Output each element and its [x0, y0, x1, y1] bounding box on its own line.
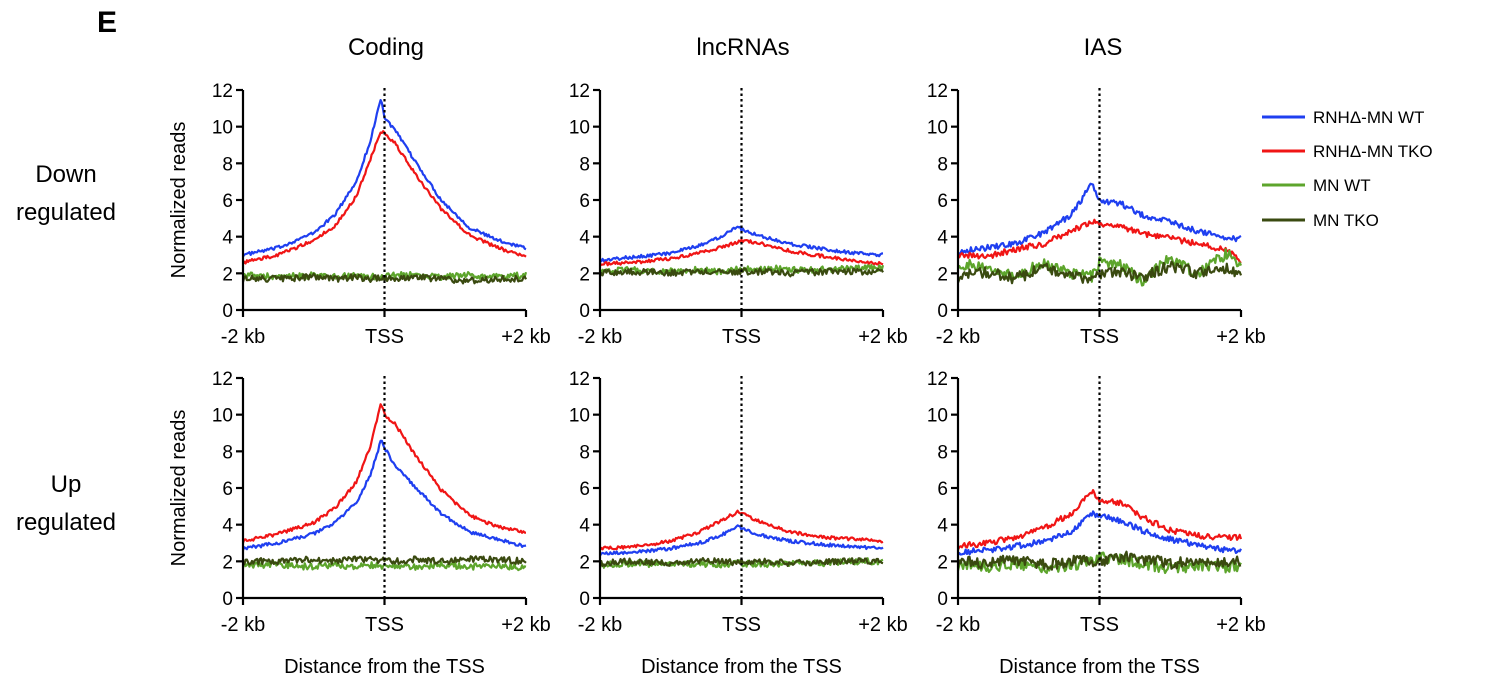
panel-up-regulated-ias-y-tick-label-0: 0: [937, 589, 948, 610]
panel-down-regulated-coding-y-tick-label-2: 2: [222, 264, 233, 285]
panel-up-regulated-ias-x-tick-label-1: TSS: [1080, 614, 1119, 636]
panel-down-regulated-coding-x-tick-label-1: TSS: [365, 326, 404, 348]
panel-up-regulated-coding-x-tick-label-1: TSS: [365, 614, 404, 636]
panel-up-regulated-ias: 0 2 4 6 8 10 12 -2 kb TSS +2 kb Distance from the …: [927, 369, 1266, 678]
panel-up-regulated-lncrnas-y-tick-label-8: 8: [579, 442, 590, 463]
panel-up-regulated-lncrnas-x-tick-label-1: TSS: [722, 614, 761, 636]
panel-down-regulated-lncrnas-y-tick-label-0: 0: [579, 301, 590, 322]
chart-panels: 0 2 4 6 8 10 12 -2 kb TSS +2 kb Normalized reads 0 2…: [168, 81, 1266, 678]
legend-label-rnh-wt: RNHΔ-MN WT: [1313, 108, 1424, 127]
panel-down-regulated-coding: 0 2 4 6 8 10 12 -2 kb TSS +2 kb Normalized reads: [168, 81, 551, 348]
panel-up-regulated-coding-y-axis-title: Normalized reads: [168, 410, 190, 567]
panel-letter: E: [97, 6, 117, 39]
panel-down-regulated-ias-x-tick-label-0: -2 kb: [936, 326, 980, 348]
panel-down-regulated-coding-y-axis-title: Normalized reads: [168, 122, 190, 279]
panel-up-regulated-lncrnas: 0 2 4 6 8 10 12 -2 kb TSS +2 kb Distance from the …: [569, 369, 908, 678]
panel-down-regulated-lncrnas: 0 2 4 6 8 10 12 -2 kb TSS +2 kb: [569, 81, 908, 348]
legend-label-mn-wt: MN WT: [1313, 176, 1371, 195]
panel-up-regulated-lncrnas-series-rnh-mn-tko: [599, 509, 884, 551]
panel-down-regulated-lncrnas-y-tick-label-2: 2: [579, 264, 590, 285]
panel-up-regulated-ias-series-mn-tko: [956, 550, 1242, 571]
panel-down-regulated-lncrnas-x-tick-label-0: -2 kb: [578, 326, 622, 348]
panel-up-regulated-lncrnas-x-axis-title: Distance from the TSS: [641, 656, 842, 678]
panel-down-regulated-lncrnas-x-tick-label-1: TSS: [722, 326, 761, 348]
column-title-ias: IAS: [1084, 34, 1123, 61]
panel-down-regulated-ias-y-tick-label-0: 0: [937, 301, 948, 322]
panel-up-regulated-coding-series-mn-tko: [242, 555, 527, 566]
panel-down-regulated-ias-y-tick-label-2: 2: [937, 264, 948, 285]
panel-down-regulated-coding-y-tick-label-8: 8: [222, 154, 233, 175]
panel-down-regulated-ias-series-mn-tko: [956, 260, 1243, 285]
panel-up-regulated-ias-x-tick-label-2: +2 kb: [1216, 614, 1265, 636]
panel-down-regulated-coding-y-tick-label-10: 10: [212, 118, 233, 139]
legend-label-rnh-tko: RNHΔ-MN TKO: [1313, 142, 1433, 161]
panel-up-regulated-lncrnas-y-tick-label-0: 0: [579, 589, 590, 610]
panel-down-regulated-lncrnas-y-tick-label-6: 6: [579, 191, 590, 212]
panel-up-regulated-coding: 0 2 4 6 8 10 12 -2 kb TSS +2 kb Normalized reads Di…: [168, 369, 551, 678]
panel-up-regulated-ias-y-tick-label-10: 10: [927, 406, 948, 427]
panel-up-regulated-lncrnas-y-tick-label-12: 12: [569, 369, 590, 390]
panel-down-regulated-coding-x-tick-label-2: +2 kb: [501, 326, 550, 348]
panel-down-regulated-coding-y-tick-label-12: 12: [212, 81, 233, 102]
legend-label-mn-tko: MN TKO: [1313, 211, 1379, 230]
panel-up-regulated-coding-y-tick-label-10: 10: [212, 406, 233, 427]
panel-up-regulated-ias-y-tick-label-2: 2: [937, 552, 948, 573]
panel-up-regulated-ias-y-tick-label-12: 12: [927, 369, 948, 390]
panel-down-regulated-ias-y-tick-label-4: 4: [937, 228, 948, 249]
panel-up-regulated-lncrnas-y-tick-label-6: 6: [579, 479, 590, 500]
row-title-down-line1: Down: [35, 161, 96, 188]
panel-up-regulated-ias-y-tick-label-8: 8: [937, 442, 948, 463]
panel-down-regulated-coding-y-tick-label-4: 4: [222, 228, 233, 249]
panel-down-regulated-ias-y-tick-label-6: 6: [937, 191, 948, 212]
panel-down-regulated-coding-y-tick-label-0: 0: [222, 301, 233, 322]
panel-down-regulated-ias-y-tick-label-8: 8: [937, 154, 948, 175]
panel-up-regulated-lncrnas-x-tick-label-2: +2 kb: [858, 614, 907, 636]
panel-up-regulated-ias-series-rnh-mn-tko: [957, 489, 1243, 551]
panel-up-regulated-lncrnas-series-rnh-mn-wt: [599, 524, 884, 557]
panel-up-regulated-coding-series-rnh-mn-tko: [241, 403, 526, 544]
panel-up-regulated-lncrnas-y-tick-label-10: 10: [569, 406, 590, 427]
panel-down-regulated-lncrnas-x-tick-label-2: +2 kb: [858, 326, 907, 348]
panel-up-regulated-ias-x-tick-label-0: -2 kb: [936, 614, 980, 636]
panel-down-regulated-ias-y-tick-label-10: 10: [927, 118, 948, 139]
panel-down-regulated-lncrnas-series-mn-tko: [598, 267, 884, 278]
panel-up-regulated-coding-y-tick-label-0: 0: [222, 589, 233, 610]
panel-down-regulated-lncrnas-y-tick-label-8: 8: [579, 154, 590, 175]
row-title-up-line2: regulated: [16, 509, 116, 536]
panel-up-regulated-coding-x-tick-label-0: -2 kb: [221, 614, 265, 636]
panel-down-regulated-ias-x-tick-label-1: TSS: [1080, 326, 1119, 348]
panel-up-regulated-ias-y-tick-label-4: 4: [937, 516, 948, 537]
panel-up-regulated-ias-x-axis-title: Distance from the TSS: [999, 656, 1200, 678]
row-title-down-line2: regulated: [16, 199, 116, 226]
panel-up-regulated-ias-y-tick-label-6: 6: [937, 479, 948, 500]
panel-down-regulated-lncrnas-y-tick-label-12: 12: [569, 81, 590, 102]
column-title-lncrnas: lncRNAs: [696, 34, 789, 61]
panel-down-regulated-ias-series-rnh-mn-tko: [957, 218, 1242, 264]
panel-down-regulated-lncrnas-y-tick-label-4: 4: [579, 228, 590, 249]
legend: RNHΔ-MN WT RNHΔ-MN TKO MN WT MN TKO: [1262, 108, 1433, 230]
panel-down-regulated-lncrnas-y-tick-label-10: 10: [569, 118, 590, 139]
panel-down-regulated-ias-y-tick-label-12: 12: [927, 81, 948, 102]
panel-down-regulated-lncrnas-series-rnh-mn-wt: [599, 225, 884, 263]
panel-up-regulated-coding-y-tick-label-12: 12: [212, 369, 233, 390]
panel-up-regulated-coding-y-tick-label-4: 4: [222, 516, 233, 537]
panel-up-regulated-coding-series-rnh-mn-wt: [242, 439, 527, 551]
panel-up-regulated-coding-y-tick-label-2: 2: [222, 552, 233, 573]
panel-up-regulated-coding-y-tick-label-8: 8: [222, 442, 233, 463]
panel-down-regulated-lncrnas-series-rnh-mn-tko: [599, 238, 884, 267]
column-title-coding: Coding: [348, 34, 424, 61]
panel-down-regulated-coding-x-tick-label-0: -2 kb: [221, 326, 265, 348]
panel-up-regulated-coding-x-axis-title: Distance from the TSS: [284, 656, 485, 678]
row-title-up-line1: Up: [51, 471, 82, 498]
panel-down-regulated-ias: 0 2 4 6 8 10 12 -2 kb TSS +2 kb: [927, 81, 1266, 348]
panel-up-regulated-coding-y-tick-label-6: 6: [222, 479, 233, 500]
panel-down-regulated-ias-x-tick-label-2: +2 kb: [1216, 326, 1265, 348]
panel-up-regulated-lncrnas-x-tick-label-0: -2 kb: [578, 614, 622, 636]
panel-up-regulated-lncrnas-y-tick-label-4: 4: [579, 516, 590, 537]
panel-up-regulated-lncrnas-y-tick-label-2: 2: [579, 552, 590, 573]
panel-up-regulated-coding-x-tick-label-2: +2 kb: [501, 614, 550, 636]
panel-down-regulated-coding-y-tick-label-6: 6: [222, 191, 233, 212]
